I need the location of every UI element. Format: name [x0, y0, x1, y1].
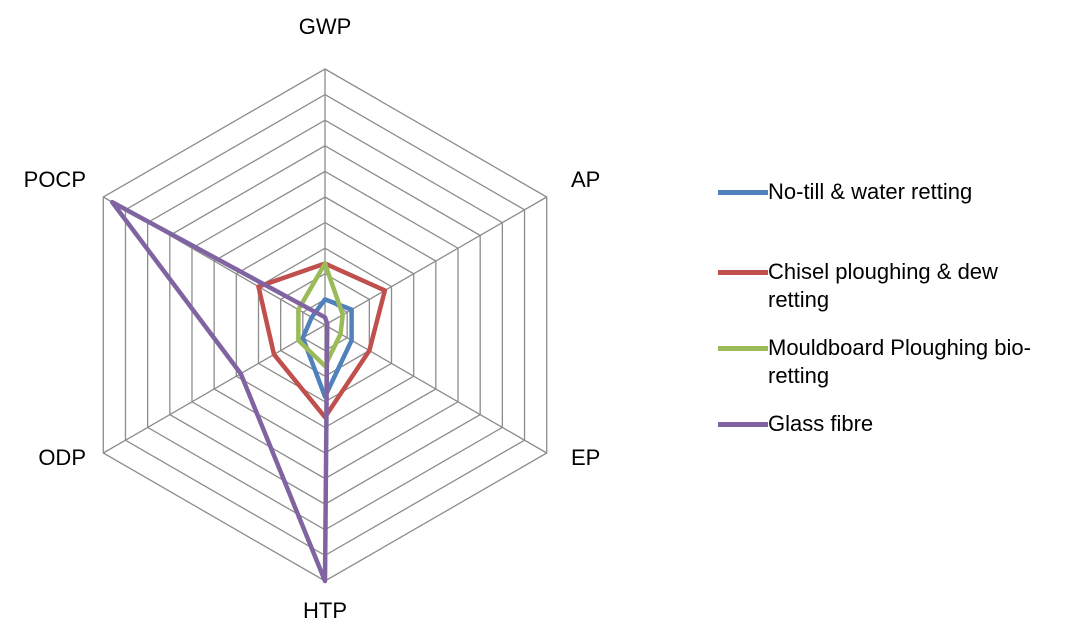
legend-label-chisel: Chisel ploughing & dew retting	[768, 259, 998, 312]
legend-swatch-mouldboard	[718, 346, 768, 351]
legend-item-glass-fibre: Glass fibre	[718, 410, 1058, 450]
legend-label-mouldboard: Mouldboard Ploughing bio-retting	[768, 335, 1031, 388]
legend-item-mouldboard: Mouldboard Ploughing bio-retting	[718, 334, 1058, 410]
axis-label-odp: ODP	[38, 445, 86, 470]
axis-label-ep: EP	[571, 445, 600, 470]
legend-swatch-no-till	[718, 190, 768, 195]
axis-labels: GWP AP EP HTP ODP POCP	[24, 14, 601, 623]
legend-item-no-till: No-till & water retting	[718, 178, 1058, 258]
axis-spoke-odp	[102, 324, 326, 454]
radar-chart: GWP AP EP HTP ODP POCP	[24, 14, 601, 623]
axis-label-pocp: POCP	[24, 167, 86, 192]
axis-label-htp: HTP	[303, 598, 347, 623]
axis-spoke-ep	[324, 324, 548, 454]
legend-label-no-till: No-till & water retting	[768, 179, 973, 204]
legend-swatch-chisel	[718, 270, 768, 275]
series-line-3	[109, 199, 330, 584]
axis-label-ap: AP	[571, 167, 600, 192]
axis-spoke-ap	[324, 196, 548, 326]
radar-series	[109, 199, 388, 584]
legend: No-till & water retting Chisel ploughing…	[718, 178, 1058, 450]
legend-item-chisel: Chisel ploughing & dew retting	[718, 258, 1058, 334]
legend-swatch-glass-fibre	[718, 422, 768, 427]
legend-label-glass-fibre: Glass fibre	[768, 411, 874, 436]
axis-label-gwp: GWP	[299, 14, 352, 39]
